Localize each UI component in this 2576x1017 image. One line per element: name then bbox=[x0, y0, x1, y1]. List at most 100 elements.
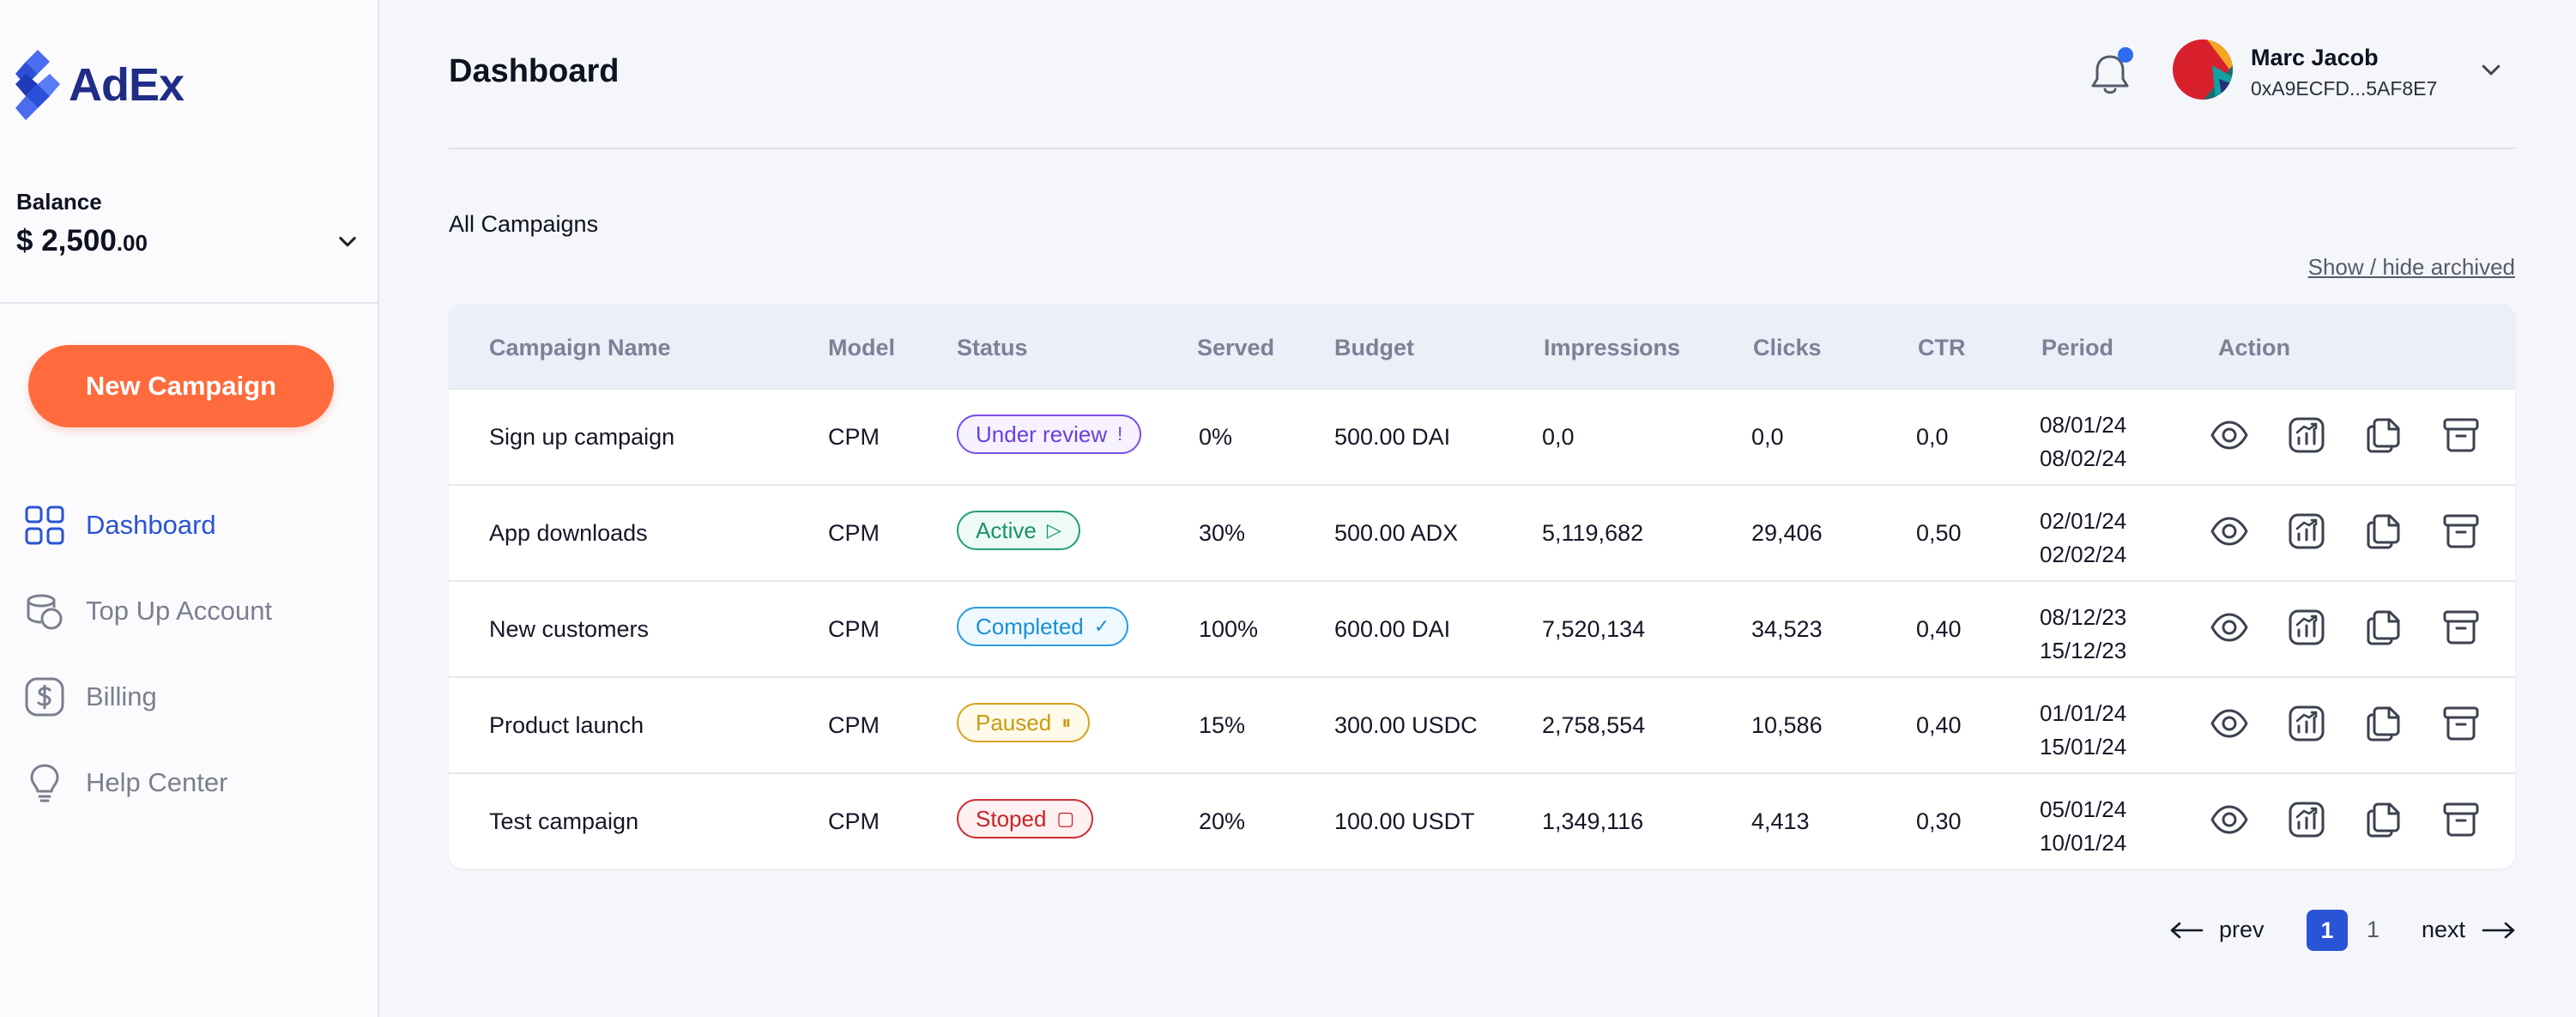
campaign-budget: 600.00 DAI bbox=[1334, 616, 1451, 642]
header-divider bbox=[449, 148, 2515, 149]
balance-label: Balance bbox=[16, 189, 102, 215]
column-header-period[interactable]: Period bbox=[2041, 335, 2114, 360]
arrow-left-icon bbox=[2170, 922, 2204, 939]
eye-icon[interactable] bbox=[2210, 800, 2249, 839]
table-row[interactable]: Product launch CPM Paused ⏸ 15% 300.00 U… bbox=[449, 676, 2515, 774]
duplicate-icon[interactable] bbox=[2364, 608, 2404, 647]
sidebar-divider bbox=[0, 302, 378, 304]
period-start: 02/01/24 bbox=[2040, 508, 2127, 534]
adex-logo[interactable]: AdEx bbox=[15, 50, 184, 120]
campaign-served: 30% bbox=[1199, 520, 1246, 546]
period-end: 08/02/24 bbox=[2040, 445, 2127, 471]
campaign-ctr: 0,0 bbox=[1916, 424, 1949, 450]
chart-icon[interactable] bbox=[2287, 608, 2326, 647]
campaign-name[interactable]: App downloads bbox=[489, 520, 648, 546]
status-badge: Paused ⏸ bbox=[957, 703, 1091, 742]
eye-icon[interactable] bbox=[2210, 512, 2249, 551]
sidebar-item-label: Help Center bbox=[86, 767, 228, 797]
archive-icon[interactable] bbox=[2441, 512, 2481, 551]
chart-icon[interactable] bbox=[2287, 800, 2326, 839]
campaign-model: CPM bbox=[828, 520, 880, 546]
table-row[interactable]: App downloads CPM Active ▷ 30% 500.00 AD… bbox=[449, 484, 2515, 582]
table-row[interactable]: Test campaign CPM Stoped ▢ 20% 100.00 US… bbox=[449, 772, 2515, 869]
sidebar-item-top-up-account[interactable]: Top Up Account bbox=[24, 568, 272, 654]
status-badge: Under review ! bbox=[957, 415, 1142, 454]
table-row[interactable]: New customers CPM Completed ✓ 100% 600.0… bbox=[449, 580, 2515, 678]
avatar[interactable] bbox=[2173, 39, 2233, 100]
column-header-served[interactable]: Served bbox=[1197, 335, 1275, 360]
chart-icon[interactable] bbox=[2287, 512, 2326, 551]
duplicate-icon[interactable] bbox=[2364, 800, 2404, 839]
sidebar-item-help-center[interactable]: Help Center bbox=[24, 740, 272, 826]
arrow-right-icon bbox=[2482, 922, 2515, 939]
sidebar-item-label: Billing bbox=[86, 681, 157, 711]
new-campaign-button[interactable]: New Campaign bbox=[28, 345, 334, 427]
archive-icon[interactable] bbox=[2441, 415, 2481, 455]
chart-icon[interactable] bbox=[2287, 415, 2326, 455]
table-row[interactable]: Sign up campaign CPM Under review ! 0% 5… bbox=[449, 388, 2515, 486]
user-name: Marc Jacob bbox=[2251, 45, 2379, 70]
balance-chevron-down-icon[interactable] bbox=[336, 229, 360, 253]
chart-icon[interactable] bbox=[2287, 704, 2326, 743]
account-chevron-down-icon[interactable] bbox=[2478, 57, 2504, 82]
sidebar-item-dashboard[interactable]: Dashboard bbox=[24, 482, 272, 568]
campaign-name[interactable]: New customers bbox=[489, 616, 650, 642]
column-header-impressions[interactable]: Impressions bbox=[1544, 335, 1681, 360]
page-button-current[interactable]: 1 bbox=[2307, 910, 2348, 951]
status-icon: ⏸ bbox=[1061, 711, 1072, 733]
campaign-period: 08/12/23 15/12/23 bbox=[2040, 601, 2126, 668]
campaign-ctr: 0,40 bbox=[1916, 616, 1962, 642]
period-end: 02/02/24 bbox=[2040, 542, 2127, 567]
balance-whole: 2,500 bbox=[41, 224, 117, 257]
avatar-image bbox=[2173, 39, 2233, 100]
sidebar-item-billing[interactable]: Billing bbox=[24, 654, 272, 740]
page-total[interactable]: 1 bbox=[2367, 917, 2380, 942]
campaign-budget: 500.00 ADX bbox=[1334, 520, 1459, 546]
archive-icon[interactable] bbox=[2441, 704, 2481, 743]
status-icon: ▷ bbox=[1046, 519, 1061, 541]
show-hide-archived-link[interactable]: Show / hide archived bbox=[2307, 254, 2515, 280]
sidebar-item-label: Dashboard bbox=[86, 510, 216, 540]
status-label: Stoped bbox=[976, 805, 1047, 832]
status-icon: ▢ bbox=[1056, 808, 1075, 829]
campaign-period: 02/01/24 02/02/24 bbox=[2040, 505, 2126, 572]
campaign-impressions: 2,758,554 bbox=[1542, 712, 1646, 738]
column-header-budget[interactable]: Budget bbox=[1334, 335, 1414, 360]
duplicate-icon[interactable] bbox=[2364, 704, 2404, 743]
archive-icon[interactable] bbox=[2441, 800, 2481, 839]
row-actions bbox=[2210, 704, 2481, 743]
notification-dot bbox=[2118, 47, 2133, 63]
eye-icon[interactable] bbox=[2210, 704, 2249, 743]
eye-icon[interactable] bbox=[2210, 608, 2249, 647]
campaign-model: CPM bbox=[828, 424, 880, 450]
balance-widget: Balance $ 2,500.00 bbox=[16, 189, 360, 258]
campaign-period: 08/01/24 08/02/24 bbox=[2040, 409, 2126, 475]
campaign-model: CPM bbox=[828, 712, 880, 738]
coins-icon bbox=[27, 594, 63, 630]
notification-bell-icon[interactable] bbox=[2087, 50, 2133, 98]
column-header-model[interactable]: Model bbox=[828, 335, 895, 360]
eye-icon[interactable] bbox=[2210, 415, 2249, 455]
column-header-clicks[interactable]: Clicks bbox=[1753, 335, 1822, 360]
period-end: 15/01/24 bbox=[2040, 734, 2127, 760]
duplicate-icon[interactable] bbox=[2364, 415, 2404, 455]
sidebar-nav: Dashboard Top Up Account Billing bbox=[24, 482, 272, 826]
campaign-name[interactable]: Product launch bbox=[489, 712, 644, 738]
campaign-clicks: 34,523 bbox=[1751, 616, 1823, 642]
campaign-ctr: 0,50 bbox=[1916, 520, 1962, 546]
lightbulb-icon bbox=[30, 764, 59, 802]
table-header: Campaign Name Model Status Served Budget… bbox=[449, 304, 2515, 388]
column-header-campaign-name[interactable]: Campaign Name bbox=[489, 335, 671, 360]
campaign-name[interactable]: Sign up campaign bbox=[489, 424, 675, 450]
column-header-status[interactable]: Status bbox=[957, 335, 1028, 360]
duplicate-icon[interactable] bbox=[2364, 512, 2404, 551]
archive-icon[interactable] bbox=[2441, 608, 2481, 647]
campaign-impressions: 7,520,134 bbox=[1542, 616, 1646, 642]
campaign-served: 15% bbox=[1199, 712, 1246, 738]
status-icon: ✓ bbox=[1093, 615, 1110, 637]
next-label: next bbox=[2422, 917, 2466, 942]
campaign-name[interactable]: Test campaign bbox=[489, 808, 639, 834]
status-icon: ! bbox=[1117, 423, 1123, 445]
column-header-ctr[interactable]: CTR bbox=[1918, 335, 1966, 360]
period-start: 08/01/24 bbox=[2040, 412, 2127, 438]
